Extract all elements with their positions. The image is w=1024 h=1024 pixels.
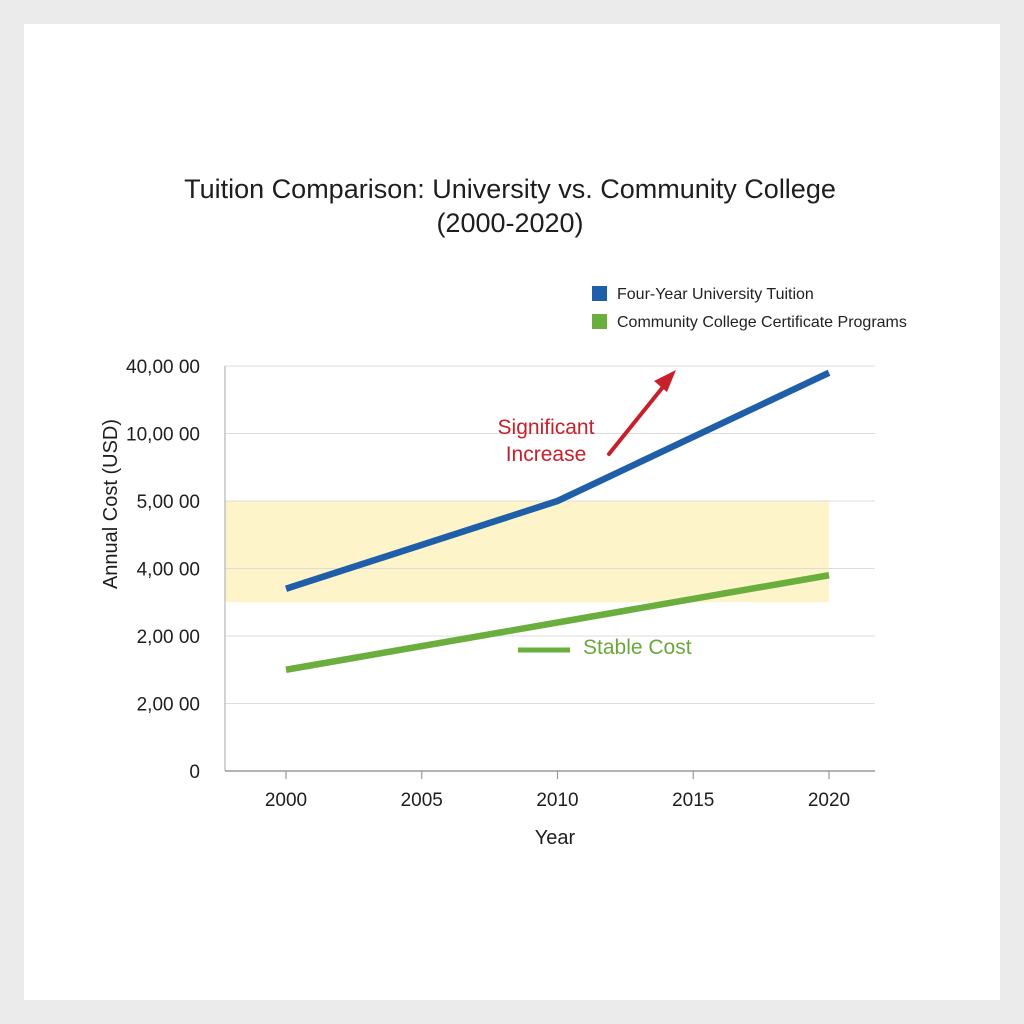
highlight-band (225, 501, 829, 603)
chart-title-line-1: Tuition Comparison: University vs. Commu… (184, 174, 836, 204)
annotation-significant-increase-line-2: Increase (506, 443, 587, 466)
x-tick-label: 2020 (808, 790, 850, 811)
annotation-arrow (607, 370, 676, 456)
y-tick-label: 0 (189, 762, 200, 783)
y-tick-label: 4,00 00 (137, 560, 200, 581)
axes (224, 366, 875, 779)
annotation-significant-increase-line-1: Significant (498, 416, 595, 439)
series-line-community-college (285, 572, 830, 673)
x-tick-labels: 2000 2005 2010 2015 2020 (265, 790, 850, 811)
legend-swatch-university (592, 286, 607, 301)
y-tick-labels: 0 2,00 00 2,00 00 4,00 00 5,00 00 10,00 00 40,… (126, 357, 200, 783)
y-tick-label: 2,00 00 (137, 627, 200, 648)
y-axis-title: Annual Cost (USD) (100, 419, 122, 589)
y-tick-label: 40,00 00 (126, 357, 200, 378)
x-tick-label: 2000 (265, 790, 307, 811)
annotation-stable-cost: Stable Cost (583, 636, 692, 659)
series-lines (285, 369, 831, 673)
x-tick-label: 2010 (536, 790, 578, 811)
x-axis-title: Year (535, 827, 576, 849)
legend-label-university: Four-Year University Tuition (617, 286, 814, 303)
x-tick-label: 2005 (401, 790, 443, 811)
arrow-head (654, 370, 676, 392)
arrow-shaft (607, 380, 669, 456)
legend-swatch-community-college (592, 314, 607, 329)
chart-card: Tuition Comparison: University vs. Commu… (24, 24, 1000, 1000)
y-tick-label: 2,00 00 (137, 695, 200, 716)
legend-label-community-college: Community College Certificate Programs (617, 314, 907, 331)
x-tick-label: 2015 (672, 790, 714, 811)
y-tick-label: 5,00 00 (137, 492, 200, 513)
series-line-university (285, 369, 831, 592)
y-tick-label: 10,00 00 (126, 425, 200, 446)
line-chart: Tuition Comparison: University vs. Commu… (100, 174, 907, 849)
chart-title-line-2: (2000-2020) (436, 208, 583, 238)
highlight-band-layer (225, 501, 829, 603)
gridlines (225, 365, 875, 704)
